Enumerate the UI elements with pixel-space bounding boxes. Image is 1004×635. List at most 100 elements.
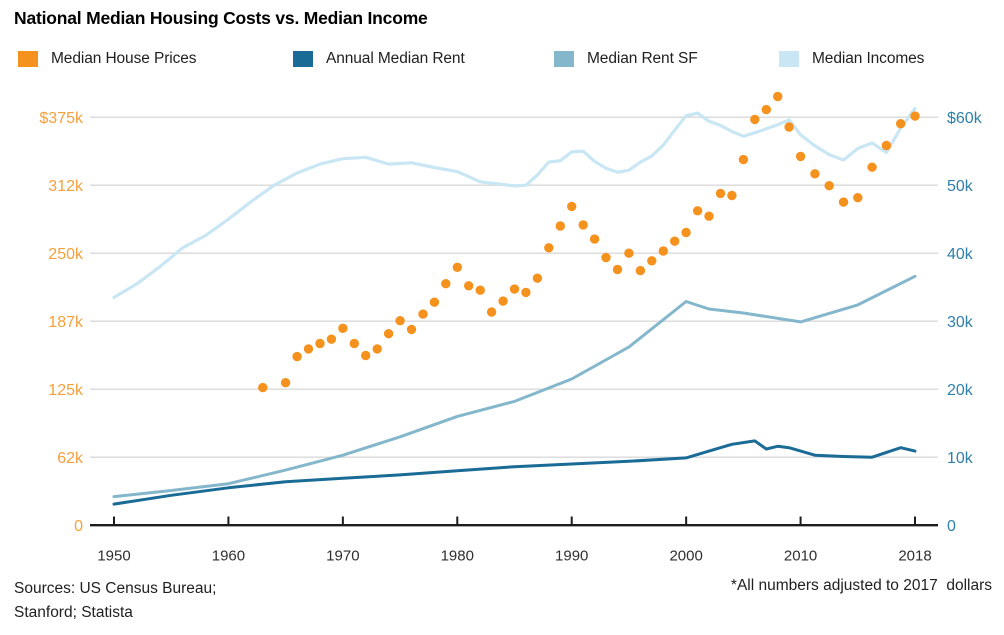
data-point-median-house-prices xyxy=(555,221,565,231)
y-axis-label-left: 312k xyxy=(48,178,84,195)
data-point-median-house-prices xyxy=(338,323,348,333)
legend-swatch-icon xyxy=(18,51,38,67)
y-axis-label-right: 40k xyxy=(947,246,974,263)
y-axis-label-right: 20k xyxy=(947,382,974,399)
data-point-median-house-prices xyxy=(738,154,749,165)
data-point-median-house-prices xyxy=(418,309,428,319)
data-point-median-house-prices xyxy=(486,307,497,317)
data-point-median-house-prices xyxy=(589,234,600,244)
data-point-median-house-prices xyxy=(670,236,680,246)
data-point-median-house-prices xyxy=(715,188,726,199)
data-point-median-house-prices xyxy=(280,378,291,388)
legend-label: Median House Prices xyxy=(51,50,197,67)
data-point-median-house-prices xyxy=(635,265,646,276)
data-point-median-house-prices xyxy=(429,297,440,307)
data-point-median-house-prices xyxy=(838,197,849,207)
x-axis-label: 2018 xyxy=(898,547,931,564)
y-axis-label-right: 50k xyxy=(947,178,974,195)
data-point-median-house-prices xyxy=(464,281,474,291)
data-point-median-house-prices xyxy=(704,211,714,221)
data-point-median-house-prices xyxy=(361,350,371,361)
data-point-median-house-prices xyxy=(395,316,405,326)
x-axis-label: 1980 xyxy=(441,547,474,564)
data-point-median-house-prices xyxy=(824,181,834,191)
y-axis-label-left: 250k xyxy=(48,246,84,263)
data-point-median-house-prices xyxy=(578,220,588,230)
legend-item-annual-median-rent: Annual Median Rent xyxy=(293,50,465,68)
y-axis-label-right: $60k xyxy=(947,110,983,127)
data-point-median-house-prices xyxy=(761,104,771,115)
series-line-annual-median-rent xyxy=(112,439,917,506)
legend-swatch-icon xyxy=(779,51,799,67)
chart-title: National Median Housing Costs vs. Median… xyxy=(14,8,428,28)
data-point-median-house-prices xyxy=(292,351,302,362)
y-axis-label-left: 187k xyxy=(48,314,84,331)
data-point-median-house-prices xyxy=(567,201,577,212)
x-axis-label: 2000 xyxy=(669,547,702,564)
data-point-median-house-prices xyxy=(881,140,892,151)
data-point-median-house-prices xyxy=(349,338,359,349)
data-point-median-house-prices xyxy=(383,329,394,339)
data-point-median-house-prices xyxy=(544,243,554,253)
data-point-median-house-prices xyxy=(452,262,462,272)
source-line-1: Sources: US Census Bureau; xyxy=(14,580,217,597)
data-point-median-house-prices xyxy=(692,206,703,216)
data-point-median-house-prices xyxy=(773,91,783,102)
data-point-median-house-prices xyxy=(258,382,268,393)
data-point-median-house-prices xyxy=(509,284,520,294)
y-axis-label-left: 125k xyxy=(48,382,84,399)
legend-swatch-icon xyxy=(554,51,574,67)
data-point-median-house-prices xyxy=(867,162,877,172)
y-axis-label-left: 62k xyxy=(57,450,84,467)
legend-item-median-incomes: Median Incomes xyxy=(779,50,924,68)
x-axis-label: 1970 xyxy=(326,547,359,564)
data-point-median-house-prices xyxy=(303,344,314,354)
y-axis-label-left: $375k xyxy=(39,110,84,127)
data-point-median-house-prices xyxy=(795,151,806,162)
data-point-median-house-prices xyxy=(498,296,508,306)
legend-label: Median Rent SF xyxy=(587,50,698,67)
legend-label: Annual Median Rent xyxy=(326,50,465,67)
legend-item-median-house-prices: Median House Prices xyxy=(18,50,197,68)
data-point-median-house-prices xyxy=(326,334,337,344)
source-attribution: Sources: US Census Bureau; Stanford; Sta… xyxy=(14,577,216,625)
data-point-median-house-prices xyxy=(315,338,325,349)
data-point-median-house-prices xyxy=(406,324,417,335)
series-line-median-rent-sf xyxy=(112,274,917,499)
x-axis-label: 1960 xyxy=(212,547,245,564)
data-point-median-house-prices xyxy=(681,227,691,238)
data-point-median-house-prices xyxy=(372,344,382,354)
y-axis-label-right: 30k xyxy=(947,314,974,331)
y-axis-label-right: 0 xyxy=(947,518,956,535)
legend-label: Median Incomes xyxy=(812,50,925,67)
data-point-median-house-prices xyxy=(475,285,485,295)
x-axis-label: 2010 xyxy=(784,547,817,564)
legend: Median House Prices Annual Median Rent Med… xyxy=(0,50,1004,72)
source-line-2: Stanford; Statista xyxy=(14,604,133,621)
x-axis-label: 1990 xyxy=(555,547,588,564)
data-point-median-house-prices xyxy=(521,287,531,298)
data-point-median-house-prices xyxy=(810,169,820,179)
data-point-median-house-prices xyxy=(750,114,760,125)
data-point-median-house-prices xyxy=(601,252,611,263)
data-point-median-house-prices xyxy=(658,246,668,256)
data-point-median-house-prices xyxy=(910,111,920,121)
data-point-median-house-prices xyxy=(441,279,451,289)
x-axis-label: 1950 xyxy=(97,547,130,564)
data-point-median-house-prices xyxy=(532,273,543,283)
data-point-median-house-prices xyxy=(647,256,657,266)
legend-swatch-icon xyxy=(293,51,313,67)
data-point-median-house-prices xyxy=(896,119,906,129)
data-point-median-house-prices xyxy=(624,248,634,258)
data-point-median-house-prices xyxy=(784,122,794,132)
footnote: *All numbers adjusted to 2017 dollars xyxy=(730,577,992,594)
series-line-median-incomes xyxy=(112,106,917,299)
y-axis-label-right: 10k xyxy=(947,450,974,467)
data-point-median-house-prices xyxy=(727,190,737,201)
legend-item-median-rent-sf: Median Rent SF xyxy=(554,50,698,68)
y-axis-label-left: 0 xyxy=(74,518,83,535)
data-point-median-house-prices xyxy=(853,193,863,203)
data-point-median-house-prices xyxy=(612,264,623,275)
